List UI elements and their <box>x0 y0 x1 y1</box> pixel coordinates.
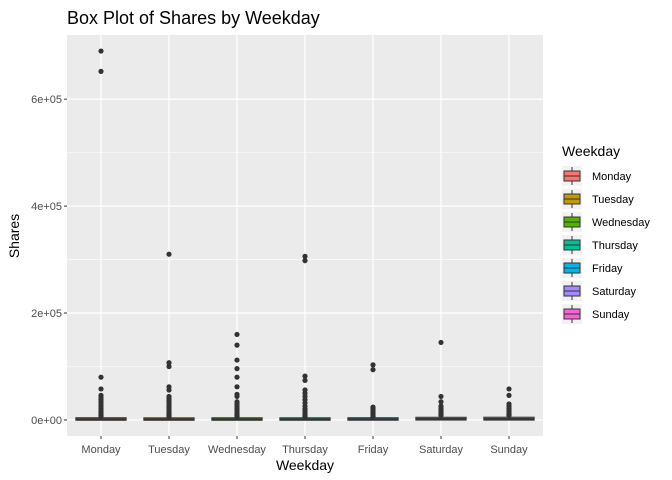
outlier-point <box>506 386 512 392</box>
legend-title: Weekday <box>562 143 620 159</box>
legend-item-monday: Monday <box>562 166 632 186</box>
box-saturday <box>415 339 467 421</box>
outlier-point <box>438 339 444 346</box>
x-tick-label: Sunday <box>490 444 528 456</box>
x-tick-label: Saturday <box>419 444 464 456</box>
outlier-point <box>438 399 444 405</box>
legend-label: Friday <box>592 263 623 275</box>
legend-item-friday: Friday <box>562 258 623 278</box>
outlier-point <box>370 414 376 420</box>
y-tick-labels: 0e+00 2e+05 4e+05 6e+05 <box>31 94 62 427</box>
outlier-point <box>166 251 172 257</box>
x-tick-label: Friday <box>358 444 389 456</box>
y-tick-label: 4e+05 <box>31 201 62 213</box>
outlier-point <box>438 393 444 400</box>
axis-ticks <box>64 98 510 439</box>
y-axis-title: Shares <box>6 214 22 258</box>
outlier-point <box>166 387 172 393</box>
y-tick-label: 0e+00 <box>31 415 62 427</box>
outlier-point <box>506 392 512 398</box>
legend-label: Saturday <box>592 286 637 298</box>
legend-label: Wednesday <box>592 217 650 229</box>
legend-label: Thursday <box>592 240 638 252</box>
x-tick-label: Monday <box>81 444 121 456</box>
box-wednesday <box>211 331 263 421</box>
outlier-point <box>302 258 308 264</box>
x-tick-label: Thursday <box>282 444 328 456</box>
legend-item-saturday: Saturday <box>562 281 637 301</box>
outlier-point <box>438 413 444 419</box>
outlier-point <box>302 253 308 259</box>
box-monday <box>75 48 127 421</box>
outlier-point <box>234 374 240 380</box>
y-tick-label: 2e+05 <box>31 308 62 320</box>
box-thursday <box>279 253 331 421</box>
box-sunday <box>483 386 535 421</box>
x-axis-title: Weekday <box>276 457 334 473</box>
legend-label: Monday <box>592 171 632 183</box>
boxes <box>75 48 535 421</box>
box-friday <box>347 362 399 421</box>
outlier-point <box>234 414 240 420</box>
legend-item-thursday: Thursday <box>562 235 638 255</box>
outlier-point <box>506 413 512 419</box>
outlier-point <box>98 48 104 54</box>
x-tick-label: Wednesday <box>208 444 266 456</box>
outlier-point <box>166 414 172 420</box>
outlier-point <box>234 393 240 400</box>
outlier-point <box>302 414 308 420</box>
outlier-point <box>166 360 172 366</box>
x-tick-labels: Monday Tuesday Wednesday Thursday Friday Satu… <box>81 444 528 456</box>
chart-title: Box Plot of Shares by Weekday <box>67 8 320 28</box>
outlier-point <box>98 374 104 380</box>
x-tick-label: Tuesday <box>148 444 190 456</box>
legend-items: Monday Tuesday Wednesday Thursday Friday Satu… <box>562 166 650 324</box>
y-tick-label: 6e+05 <box>31 94 62 106</box>
legend-label: Tuesday <box>592 194 634 206</box>
outlier-point <box>234 342 240 348</box>
legend: Weekday Monday Tuesday Wednesday Thursday Fr… <box>562 143 650 324</box>
outlier-point <box>302 377 308 383</box>
outlier-point <box>98 386 104 392</box>
outlier-point <box>166 363 172 370</box>
legend-item-tuesday: Tuesday <box>562 189 634 209</box>
outlier-point <box>302 373 308 379</box>
legend-item-sunday: Sunday <box>562 304 630 324</box>
outlier-point <box>234 366 240 372</box>
legend-label: Sunday <box>592 309 630 321</box>
outlier-point <box>98 413 104 419</box>
outlier-point <box>234 384 240 390</box>
outlier-point <box>234 331 240 338</box>
outlier-point <box>370 362 376 368</box>
box-tuesday <box>143 251 195 421</box>
outlier-point <box>234 357 240 363</box>
legend-item-wednesday: Wednesday <box>562 212 650 232</box>
outlier-point <box>98 68 104 74</box>
outlier-point <box>370 367 376 373</box>
